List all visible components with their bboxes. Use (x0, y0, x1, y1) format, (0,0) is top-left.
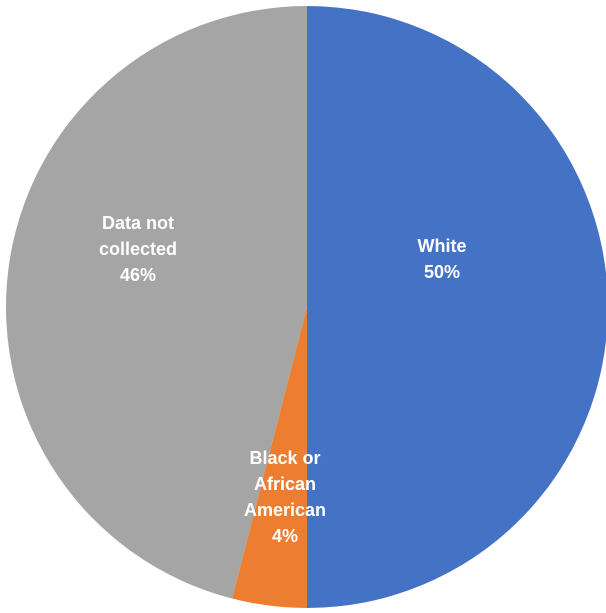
data-label-data-not-collected: Data not collected 46% (99, 213, 177, 285)
data-label-line: 46% (120, 265, 156, 285)
data-label-line: White (418, 236, 467, 256)
pie-slice-white (307, 6, 606, 608)
data-label-line: Data not (102, 213, 174, 233)
data-label-line: Black or (249, 448, 320, 468)
data-label-line: 50% (424, 262, 460, 282)
data-label-line: collected (99, 239, 177, 259)
data-label-line: 4% (272, 526, 298, 546)
data-label-black-or-african-american: Black or African American 4% (244, 448, 326, 546)
pie-slice-black-or-african-american (232, 307, 307, 608)
data-label-line: African (254, 474, 316, 494)
data-label-white: White 50% (418, 236, 467, 282)
pie-slice-data-not-collected (6, 6, 307, 599)
data-label-line: American (244, 500, 326, 520)
